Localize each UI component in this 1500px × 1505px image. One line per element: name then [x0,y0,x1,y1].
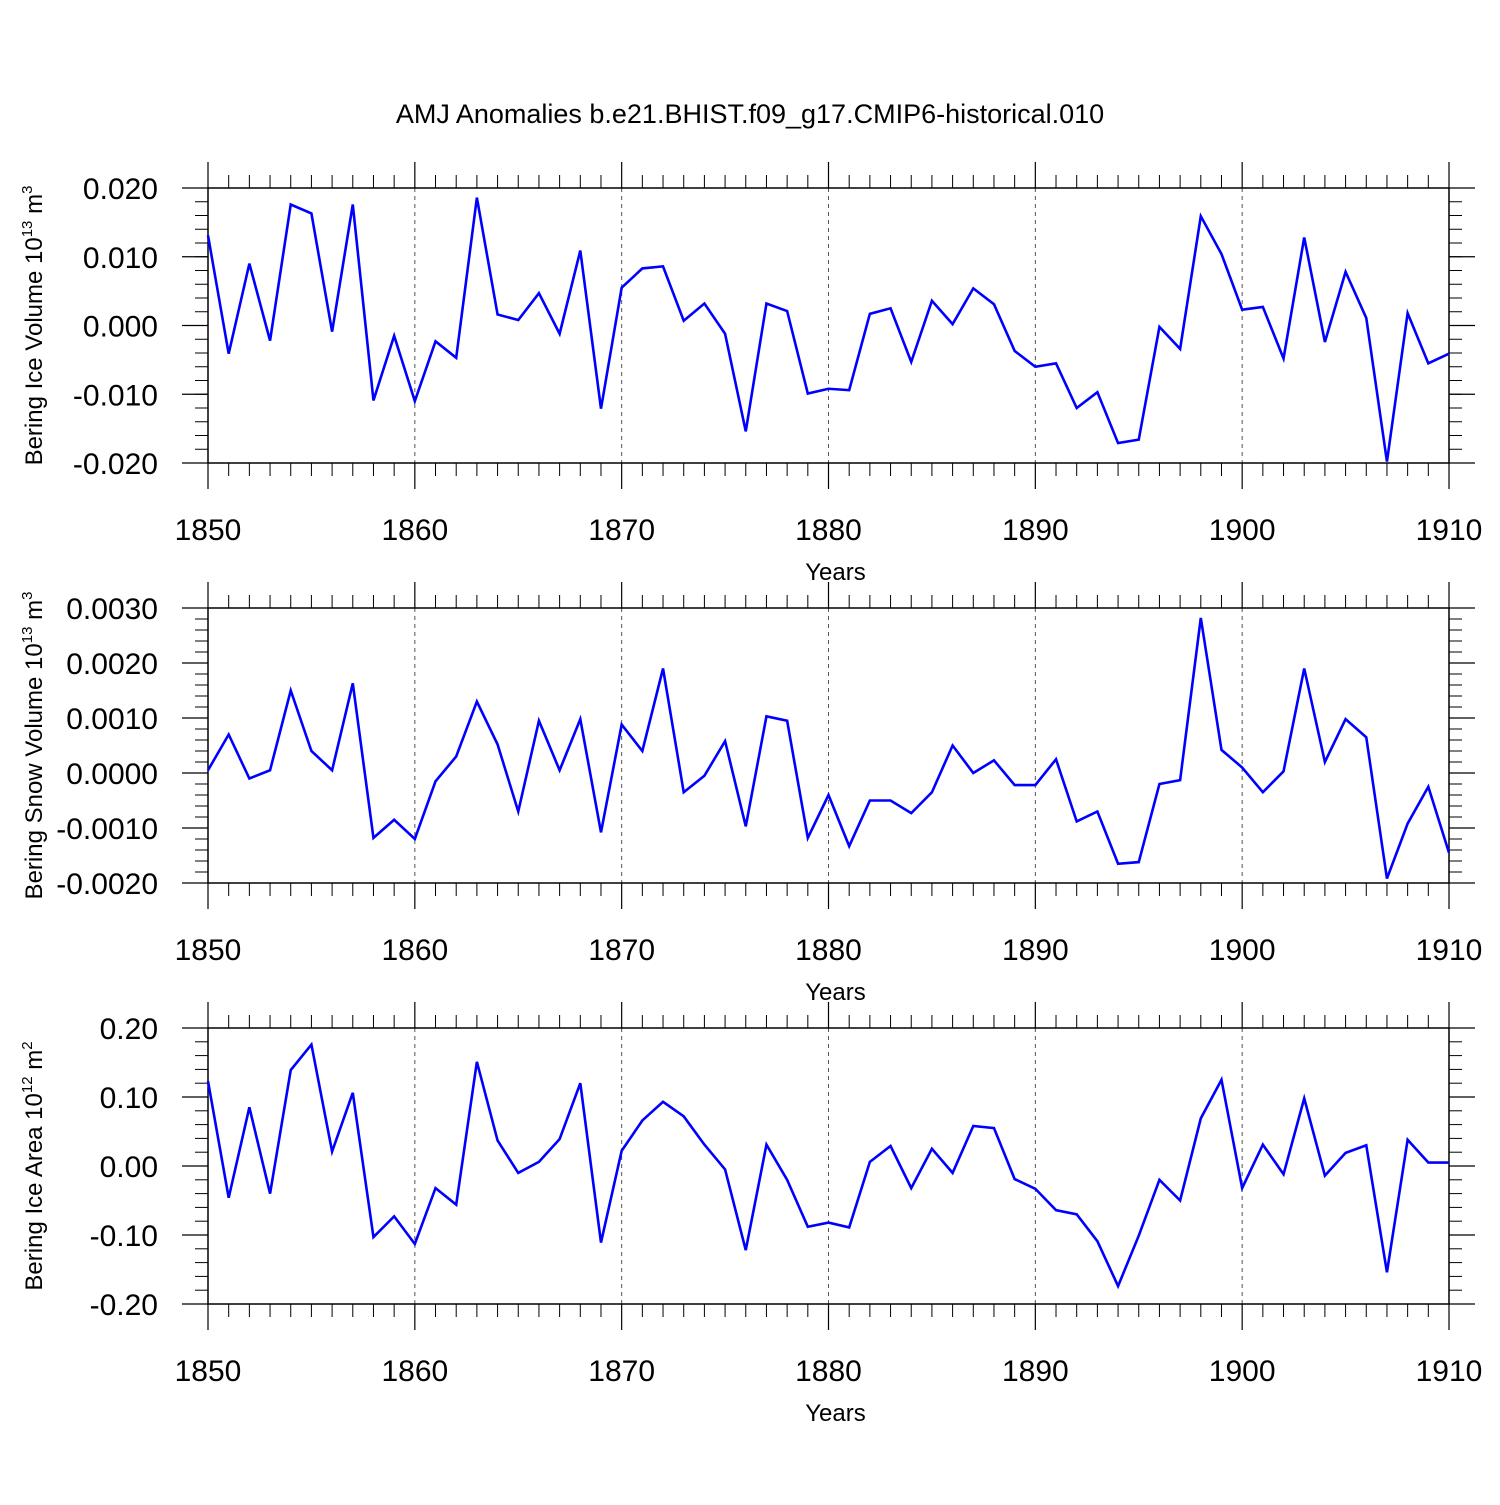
x-tick-label: 1870 [588,934,655,967]
y-axis-title-part: Bering Snow Volume 10 [21,643,48,899]
y-tick-label: 0.10 [100,1082,158,1115]
y-tick-label: 0.0010 [66,703,158,736]
panel-3: -0.20 -0.10 0.00 0.10 0.20 1850 1860 1870 1880 18… [19,1002,1482,1427]
y-tick-label: 0.20 [100,1013,158,1046]
x-tick-label: 1850 [175,1355,242,1388]
x-tick-label: 1850 [175,514,242,547]
x-tick-label: 1910 [1416,1355,1483,1388]
y-tick-label: -0.0020 [56,868,158,901]
y-axis-title-part: m [21,1050,48,1077]
y-axis-title-exponent: 13 [19,221,36,238]
y-tick-label: 0.000 [83,311,158,344]
x-tick-label: 1880 [795,1355,862,1388]
panel-1: -0.020 -0.010 0.000 0.010 0.020 1850 1860 1870 1… [19,162,1482,586]
x-tick-label: 1880 [795,514,862,547]
x-tick-label: 1880 [795,934,862,967]
x-tick-label: 1890 [1002,514,1069,547]
y-tick-label: -0.10 [90,1220,158,1253]
y-axis-title-part: m [21,194,48,221]
y-axis-title-part: Bering Ice Volume 10 [21,237,48,465]
y-axis-title-exponent: 12 [19,1076,36,1093]
y-axis-title-part: m [21,600,48,627]
x-tick-label: 1900 [1209,1355,1276,1388]
y-axis-title: Bering Ice Volume 1013 m3 [19,186,48,466]
y-axis-title-exponent: 13 [19,627,36,644]
x-tick-label: 1860 [381,934,448,967]
y-tick-label: 0.0020 [66,648,158,681]
y-axis-title: Bering Ice Area 1012 m2 [19,1041,48,1290]
x-tick-label: 1910 [1416,514,1483,547]
y-axis-title-exponent: 2 [19,1041,36,1049]
y-tick-label: -0.20 [90,1289,158,1322]
x-axis-title: Years [805,559,866,586]
y-axis-title-exponent: 3 [19,186,36,194]
y-tick-label: 0.020 [83,173,158,206]
x-tick-label: 1860 [381,1355,448,1388]
panel-2: -0.0020 -0.0010 0.0000 0.0010 0.0020 0.0030 18… [19,582,1482,1006]
y-axis-title: Bering Snow Volume 1013 m3 [19,592,48,900]
y-axis-title-exponent: 3 [19,592,36,600]
x-axis-title: Years [805,979,866,1006]
y-tick-label: -0.020 [73,448,158,481]
x-tick-label: 1870 [588,1355,655,1388]
x-axis-title: Years [805,1400,866,1427]
y-tick-label: -0.0010 [56,813,158,846]
x-tick-label: 1910 [1416,934,1483,967]
y-tick-label: 0.0030 [66,593,158,626]
x-tick-label: 1890 [1002,934,1069,967]
chart-title: AMJ Anomalies b.e21.BHIST.f09_g17.CMIP6-… [396,99,1104,129]
x-tick-label: 1850 [175,934,242,967]
x-tick-label: 1900 [1209,514,1276,547]
y-tick-label: 0.0000 [66,758,158,791]
y-tick-label: 0.010 [83,242,158,275]
y-tick-label: -0.010 [73,379,158,412]
x-tick-label: 1900 [1209,934,1276,967]
x-tick-label: 1870 [588,514,655,547]
y-axis-title-part: Bering Ice Area 10 [21,1093,48,1290]
y-tick-label: 0.00 [100,1151,158,1184]
x-tick-label: 1890 [1002,1355,1069,1388]
x-tick-label: 1860 [381,514,448,547]
